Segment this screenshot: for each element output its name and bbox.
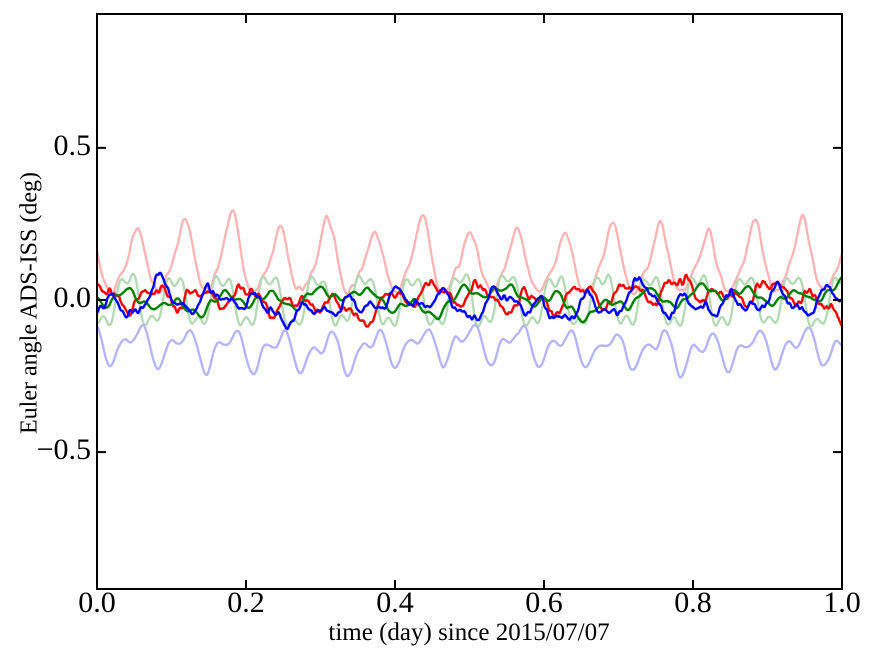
plot-border <box>96 13 843 590</box>
y-axis-label: Euler angle ADS-ISS (deg) <box>16 172 43 434</box>
x-tick-label: 0.4 <box>376 586 414 619</box>
x-tick-label: 0.8 <box>674 586 712 619</box>
x-tick-label: 0.2 <box>227 586 265 619</box>
x-tick-label: 0.0 <box>78 586 116 619</box>
y-tick-label: −0.5 <box>36 433 91 467</box>
x-tick-label: 0.6 <box>525 586 563 619</box>
y-tick-label: 0.5 <box>53 128 92 162</box>
x-tick-label: 1.0 <box>823 586 861 619</box>
series-blue-faint-line <box>97 323 842 379</box>
y-tick-label: 0.0 <box>53 280 92 314</box>
x-axis-label: time (day) since 2015/07/07 <box>328 619 610 646</box>
series-red-faint-line <box>97 209 842 296</box>
series-green-line <box>97 275 842 324</box>
series-blue-line <box>97 271 842 330</box>
series-green-faint-line <box>97 272 842 328</box>
series-group <box>97 209 842 379</box>
